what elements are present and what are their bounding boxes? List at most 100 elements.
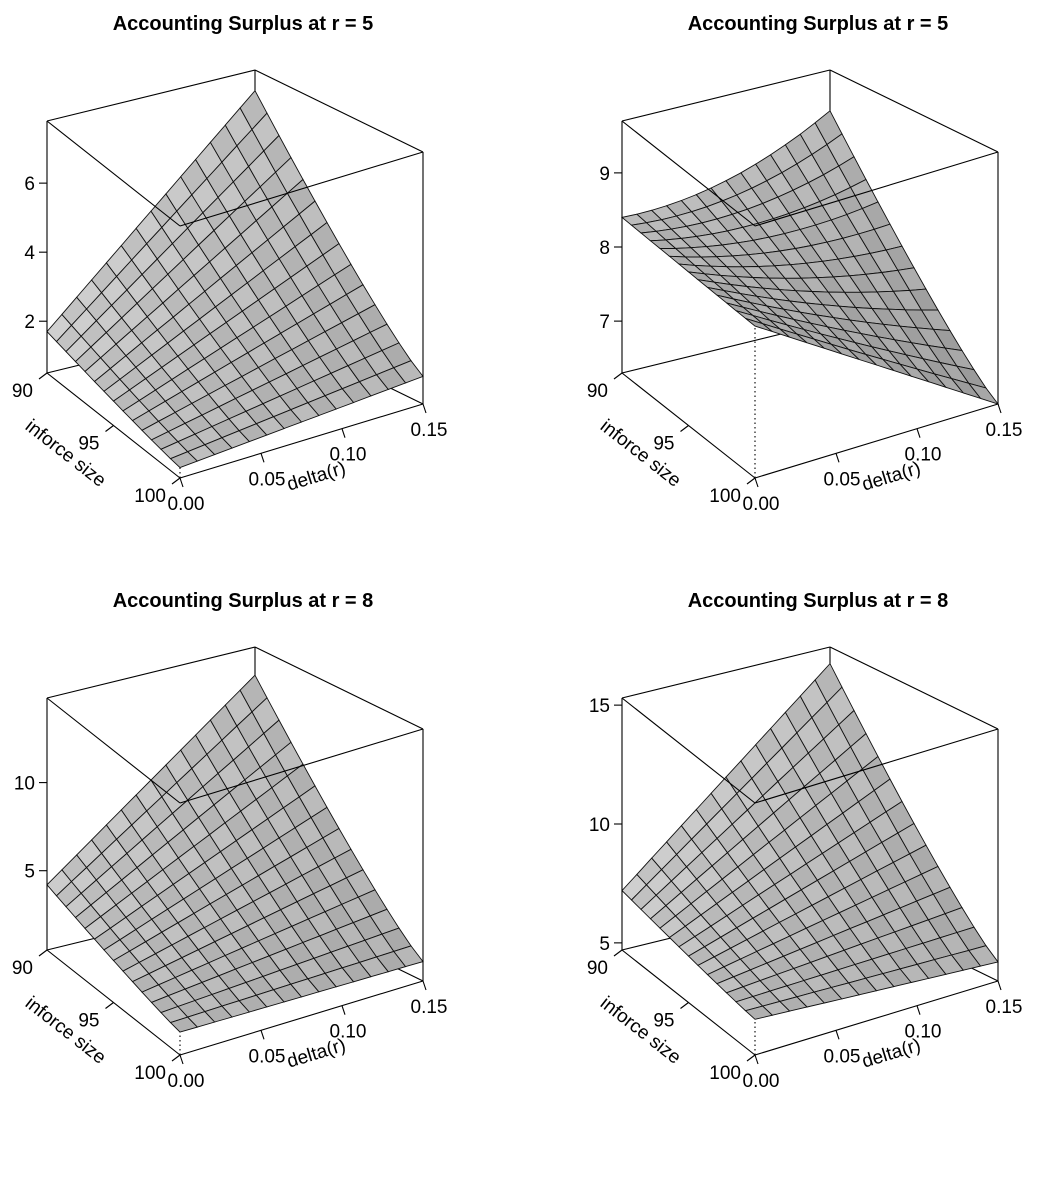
x-tick-label: 0.05: [249, 469, 286, 490]
box-edge: [179, 728, 424, 804]
box-edge: [46, 697, 181, 804]
z-tick-label: 5: [24, 862, 35, 883]
y-tick-mark: [746, 1054, 756, 1062]
y-tick-mark: [613, 372, 623, 380]
box-edge: [179, 151, 424, 227]
z-tick-label: 15: [589, 696, 610, 717]
x-tick-mark: [422, 980, 427, 991]
y-tick-label: 90: [587, 958, 608, 979]
box-edge: [829, 646, 999, 730]
y-tick-mark: [680, 425, 689, 432]
y-tick-mark: [38, 372, 48, 380]
box-edge: [46, 646, 256, 699]
z-tick-label: 2: [24, 312, 35, 333]
box-edge: [621, 697, 756, 804]
box-edge: [754, 728, 999, 804]
x-tick-mark: [754, 477, 759, 488]
surface-cell: [968, 945, 999, 967]
box-edge: [46, 69, 256, 122]
y-tick-label: 95: [653, 434, 674, 455]
box-edge: [754, 151, 999, 227]
x-tick-mark: [835, 453, 840, 463]
x-tick-label: 0.05: [824, 469, 861, 490]
x-tick-label: 0.00: [168, 1071, 205, 1092]
x-tick-mark: [916, 1005, 921, 1015]
x-tick-label: 0.15: [411, 420, 448, 441]
y-tick-mark: [105, 425, 114, 432]
y-tick-label: 100: [709, 1063, 741, 1084]
box-edge: [254, 646, 424, 730]
panel-title: Accounting Surplus at r = 8: [113, 590, 374, 612]
z-tick-label: 8: [599, 238, 610, 259]
box-edge: [754, 980, 999, 1056]
x-tick-mark: [260, 453, 265, 463]
y-tick-mark: [171, 1054, 181, 1062]
x-tick-label: 0.10: [330, 1022, 367, 1043]
x-tick-mark: [179, 1054, 184, 1065]
y-tick-mark: [38, 949, 48, 957]
x-axis-label: delta(r): [285, 1035, 349, 1073]
x-tick-label: 0.15: [986, 420, 1023, 441]
box-edge: [179, 403, 424, 479]
x-tick-label: 0.10: [330, 445, 367, 466]
box-edge: [621, 646, 831, 699]
y-tick-label: 90: [12, 958, 33, 979]
y-tick-label: 100: [709, 486, 741, 507]
z-tick-label: 5: [599, 934, 610, 955]
x-tick-label: 0.00: [743, 494, 780, 515]
x-tick-label: 0.15: [986, 997, 1023, 1018]
surface-cell: [393, 945, 424, 968]
x-axis-label: delta(r): [860, 1035, 924, 1073]
y-tick-label: 90: [12, 381, 33, 402]
x-axis-label: delta(r): [860, 458, 924, 496]
x-tick-label: 0.00: [168, 494, 205, 515]
z-tick-label: 4: [24, 243, 35, 264]
x-tick-mark: [916, 428, 921, 438]
z-tick-label: 6: [24, 174, 35, 195]
box-edge: [46, 120, 181, 227]
y-tick-label: 90: [587, 381, 608, 402]
box-edge: [254, 69, 424, 153]
x-tick-mark: [754, 1054, 759, 1065]
x-tick-mark: [422, 403, 427, 414]
y-tick-label: 95: [78, 434, 99, 455]
surface-panel-4: Accounting Surplus at r = 8 5 10 15 0.00 0.05…: [587, 590, 1023, 1092]
x-tick-label: 0.00: [743, 1071, 780, 1092]
y-tick-mark: [171, 477, 181, 485]
panel-title: Accounting Surplus at r = 5: [688, 13, 949, 35]
x-axis-label: delta(r): [285, 458, 349, 496]
x-tick-mark: [260, 1030, 265, 1040]
surface-panel-3: Accounting Surplus at r = 8 5 10 0.00 0.05 0.…: [12, 590, 448, 1092]
x-tick-mark: [179, 477, 184, 488]
x-tick-mark: [835, 1030, 840, 1040]
y-tick-mark: [105, 1002, 114, 1009]
y-tick-label: 100: [134, 486, 166, 507]
x-tick-mark: [341, 1005, 346, 1015]
box-edge: [621, 69, 831, 122]
x-tick-label: 0.10: [905, 1022, 942, 1043]
x-tick-mark: [997, 403, 1002, 414]
x-tick-mark: [341, 428, 346, 438]
x-tick-label: 0.05: [824, 1046, 861, 1067]
box-edge: [179, 980, 424, 1056]
y-tick-label: 95: [78, 1011, 99, 1032]
y-tick-mark: [746, 477, 756, 485]
y-tick-label: 100: [134, 1063, 166, 1084]
surface-cell: [393, 360, 424, 384]
box-edge: [621, 120, 756, 227]
z-tick-label: 10: [589, 815, 610, 836]
panel-title: Accounting Surplus at r = 5: [113, 13, 374, 35]
x-tick-label: 0.15: [411, 997, 448, 1018]
box-edge: [754, 403, 999, 479]
z-tick-label: 7: [599, 312, 610, 333]
z-tick-label: 9: [599, 164, 610, 185]
panel-title: Accounting Surplus at r = 8: [688, 590, 949, 612]
y-tick-mark: [613, 949, 623, 957]
y-tick-label: 95: [653, 1011, 674, 1032]
surface-panel-2: Accounting Surplus at r = 5 7 8 9 0.00 0.05 0.…: [587, 13, 1023, 515]
z-tick-label: 10: [14, 774, 35, 795]
surface-panel-1: Accounting Surplus at r = 5 2 4 6 0.00 0.05 0.…: [12, 13, 448, 515]
x-tick-label: 0.10: [905, 445, 942, 466]
y-tick-mark: [680, 1002, 689, 1009]
